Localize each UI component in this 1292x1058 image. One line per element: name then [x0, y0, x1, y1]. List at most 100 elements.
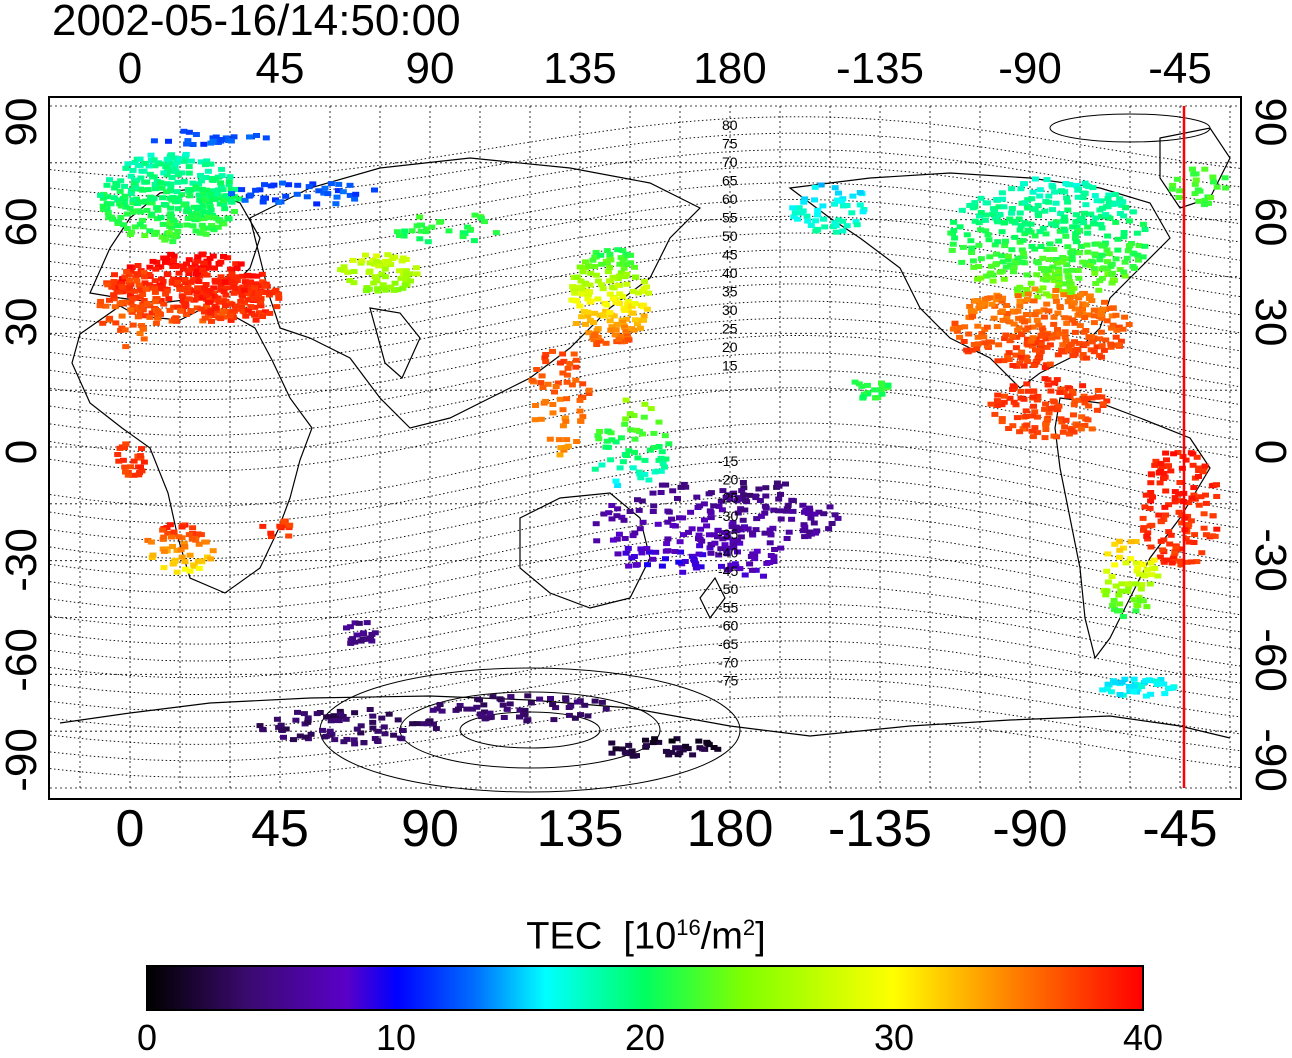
tec-point	[126, 264, 134, 270]
tec-point	[579, 269, 587, 275]
tec-point	[1016, 429, 1024, 435]
tec-point	[631, 436, 639, 442]
tec-point	[536, 696, 544, 702]
tec-point	[723, 531, 731, 536]
tec-point	[718, 563, 725, 569]
tec-point	[207, 556, 215, 562]
tec-point	[132, 185, 140, 191]
tec-point	[855, 381, 863, 387]
tec-point	[617, 270, 625, 276]
tec-point	[807, 515, 815, 521]
tec-point	[584, 263, 592, 269]
tec-point	[1199, 469, 1207, 475]
tec-point	[1081, 315, 1089, 320]
tec-point	[218, 166, 226, 172]
tec-point	[624, 337, 632, 343]
tec-point	[166, 212, 174, 218]
tec-point	[121, 464, 129, 470]
tec-point	[1075, 340, 1083, 346]
tec-point	[1042, 336, 1050, 342]
tec-measurement-points	[96, 128, 1230, 759]
tec-point	[209, 253, 217, 259]
tec-point	[587, 270, 595, 276]
tec-point	[1030, 363, 1038, 368]
tec-point	[631, 317, 639, 323]
tec-point	[1193, 559, 1201, 565]
tec-point	[1147, 560, 1155, 566]
tec-point	[603, 302, 611, 308]
tec-point	[615, 531, 623, 537]
tec-point	[640, 286, 648, 292]
tec-point	[1053, 377, 1061, 383]
tec-point	[275, 199, 283, 205]
tec-point	[184, 267, 192, 273]
tec-point	[967, 238, 975, 244]
tec-point	[1069, 317, 1077, 323]
tec-point	[756, 498, 764, 503]
tec-point	[782, 481, 789, 487]
tec-point	[579, 395, 587, 400]
tec-point	[390, 287, 398, 293]
tec-point	[1099, 687, 1107, 693]
tec-point	[688, 526, 696, 532]
tec-point	[549, 348, 556, 354]
tec-point	[1062, 338, 1070, 344]
tec-point	[651, 736, 659, 742]
tec-point	[632, 274, 640, 280]
tec-point	[987, 270, 995, 276]
tec-point	[136, 286, 144, 292]
tec-point	[1109, 602, 1117, 608]
tec-point	[1027, 338, 1035, 344]
tec-point	[499, 702, 507, 708]
tec-point	[282, 726, 290, 732]
tec-point	[1052, 298, 1060, 304]
tec-point	[1059, 429, 1067, 435]
tec-point	[1008, 210, 1016, 216]
tec-point	[963, 347, 971, 353]
tec-point	[541, 355, 549, 361]
tec-point	[220, 201, 228, 207]
tec-point	[163, 271, 171, 277]
tec-point	[139, 187, 147, 193]
tec-point	[133, 177, 141, 183]
tec-point	[991, 208, 998, 214]
tec-point	[731, 561, 739, 567]
tec-point	[173, 159, 181, 165]
tec-point	[1093, 241, 1101, 247]
tec-point	[1046, 241, 1054, 247]
tec-point	[1051, 380, 1059, 386]
tec-point	[160, 534, 168, 540]
tec-point	[769, 525, 777, 531]
right-lat-tick: -90	[1246, 728, 1292, 792]
tec-point	[369, 719, 377, 725]
tec-point	[131, 288, 139, 294]
tec-point	[259, 523, 267, 529]
tec-point	[240, 287, 248, 293]
tec-point	[141, 274, 149, 280]
tec-point	[1079, 383, 1087, 389]
tec-point	[111, 304, 119, 310]
tec-point	[617, 334, 625, 339]
tec-point	[706, 545, 714, 551]
tec-point	[811, 184, 819, 190]
tec-map-svg: 8075706560555045403530252015-15-20-25-30…	[50, 105, 1240, 793]
right-lat-tick: 0	[1246, 439, 1292, 465]
tec-point	[165, 138, 172, 144]
tec-point	[539, 385, 547, 390]
tec-point	[129, 209, 137, 215]
tec-point	[777, 516, 785, 522]
tec-point	[994, 294, 1002, 299]
tec-point	[166, 522, 174, 528]
tec-point	[966, 304, 974, 309]
tec-point	[138, 217, 146, 223]
mlat-contour	[50, 116, 1240, 179]
tec-point	[568, 382, 576, 388]
tec-point	[1114, 236, 1122, 242]
tec-point	[611, 332, 619, 338]
tec-point	[481, 219, 488, 225]
tec-point	[1023, 341, 1031, 347]
tec-point	[1143, 567, 1151, 573]
tec-point	[1142, 693, 1150, 699]
tec-point	[655, 419, 663, 425]
tec-point	[624, 298, 632, 304]
